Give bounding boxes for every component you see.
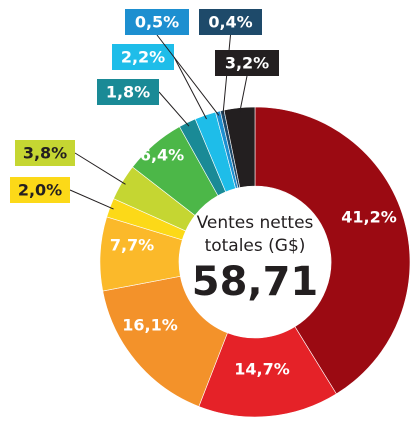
leader-line — [173, 56, 207, 120]
slice — [223, 106, 256, 188]
label-box — [215, 50, 279, 76]
slice — [102, 275, 228, 407]
leader-line — [69, 189, 114, 210]
center-text: totales (G$) — [205, 236, 306, 256]
center-text: Ventes nettes — [197, 213, 314, 233]
center-value: 58,71 — [192, 259, 319, 305]
label-box — [97, 79, 159, 105]
value-label: 0,5% — [135, 13, 179, 32]
label-box — [10, 177, 70, 203]
value-label: 3,2% — [225, 54, 269, 73]
label-box — [112, 44, 174, 70]
label-box — [125, 9, 189, 35]
slice — [254, 106, 411, 395]
value-label: 0,4% — [208, 13, 252, 32]
value-label: 6,4% — [140, 146, 184, 165]
value-label: 41,2% — [341, 208, 397, 227]
value-label: 16,1% — [122, 316, 178, 335]
value-label: 1,8% — [106, 83, 150, 102]
label-box — [15, 140, 75, 166]
value-label: 7,7% — [110, 236, 154, 255]
leader-line — [156, 34, 220, 116]
center-hole — [180, 187, 330, 337]
value-label: 2,0% — [18, 181, 62, 200]
leader-line — [239, 75, 248, 112]
value-label: 3,8% — [23, 144, 67, 163]
label-box — [199, 9, 262, 35]
leader-line — [158, 91, 190, 127]
value-label: 14,7% — [234, 360, 290, 379]
value-label: 2,2% — [121, 48, 165, 67]
leader-line — [74, 152, 126, 185]
